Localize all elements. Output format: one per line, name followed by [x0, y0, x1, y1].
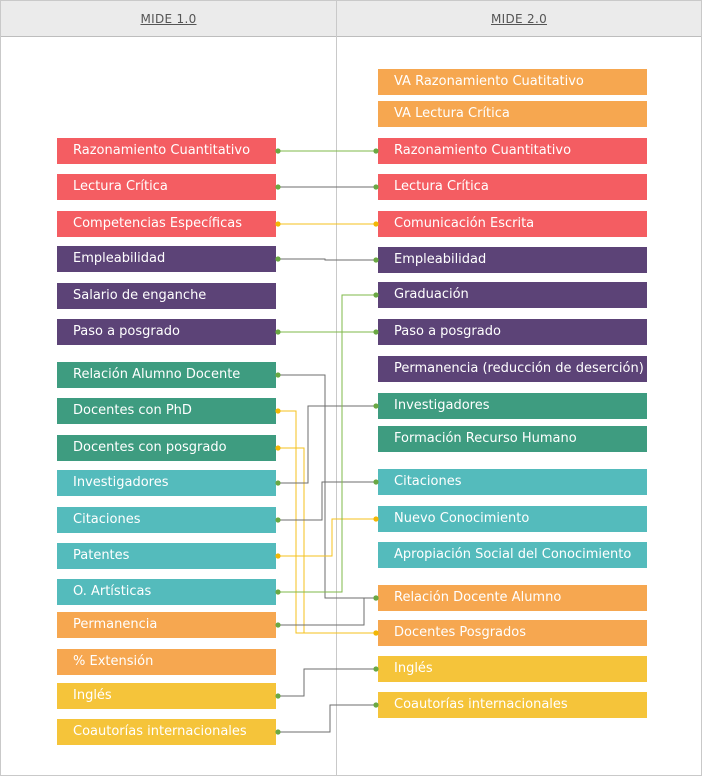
left-item: Lectura Crítica — [57, 174, 276, 200]
connector-node — [373, 403, 379, 409]
right-item: Inglés — [378, 656, 647, 682]
left-item: Docentes con PhD — [57, 398, 276, 424]
connector-line — [278, 518, 376, 557]
connector-node — [373, 666, 379, 672]
left-item: Coautorías internacionales — [57, 719, 276, 745]
connector-node — [275, 329, 281, 335]
right-item: Empleabilidad — [378, 247, 647, 273]
connector-node — [275, 553, 281, 559]
right-item: Comunicación Escrita — [378, 211, 647, 237]
connector-node — [275, 408, 281, 414]
right-item: Paso a posgrado — [378, 319, 647, 345]
connector-line — [278, 447, 376, 634]
right-item: Nuevo Conocimiento — [378, 506, 647, 532]
right-column-title: MIDE 2.0 — [490, 12, 547, 26]
connector-node — [373, 221, 379, 227]
connector-line — [278, 597, 376, 626]
right-item: Coautorías internacionales — [378, 692, 647, 718]
connector-node — [275, 480, 281, 486]
left-item: Salario de enganche — [57, 283, 276, 309]
connector-node — [373, 257, 379, 263]
left-item: O. Artísticas — [57, 579, 276, 605]
left-item: Docentes con posgrado — [57, 435, 276, 461]
right-item: Citaciones — [378, 469, 647, 495]
connector-node — [275, 184, 281, 190]
left-item: Investigadores — [57, 470, 276, 496]
connector-line — [278, 410, 376, 634]
connector-node — [373, 595, 379, 601]
left-item: Competencias Específicas — [57, 211, 276, 237]
left-item: Razonamiento Cuantitativo — [57, 138, 276, 164]
right-item: VA Lectura Crítica — [378, 101, 647, 127]
right-item: Investigadores — [378, 393, 647, 419]
left-item: Inglés — [57, 683, 276, 709]
left-item: Empleabilidad — [57, 246, 276, 272]
connector-line — [278, 294, 376, 593]
connector-node — [373, 630, 379, 636]
column-header-bar — [1, 1, 701, 37]
left-column-title: MIDE 1.0 — [140, 12, 197, 26]
connector-node — [275, 221, 281, 227]
left-item: Citaciones — [57, 507, 276, 533]
right-item: Formación Recurso Humano — [378, 426, 647, 452]
right-item: Graduación — [378, 282, 647, 308]
right-item: VA Razonamiento Cuatitativo — [378, 69, 647, 95]
connector-line — [278, 481, 376, 521]
connector-node — [275, 693, 281, 699]
connector-node — [275, 256, 281, 262]
right-item: Lectura Crítica — [378, 174, 647, 200]
connector-node — [275, 589, 281, 595]
connector-node — [275, 372, 281, 378]
connector-node — [373, 292, 379, 298]
right-item: Razonamiento Cuantitativo — [378, 138, 647, 164]
left-item: Patentes — [57, 543, 276, 569]
connector-node — [275, 445, 281, 451]
connector-node — [373, 184, 379, 190]
connector-node — [275, 517, 281, 523]
connector-line — [278, 405, 376, 484]
connector-line — [278, 668, 376, 697]
connector-node — [275, 148, 281, 154]
left-item: Paso a posgrado — [57, 319, 276, 345]
left-item: Relación Alumno Docente — [57, 362, 276, 388]
connector-node — [373, 702, 379, 708]
connector-node — [373, 148, 379, 154]
right-item: Permanencia (reducción de deserción) — [378, 356, 647, 382]
connector-node — [373, 479, 379, 485]
connector-node — [373, 516, 379, 522]
connector-node — [275, 622, 281, 628]
connector-line — [278, 374, 376, 599]
right-item: Relación Docente Alumno — [378, 585, 647, 611]
column-divider — [336, 1, 337, 775]
connector-line — [278, 704, 376, 733]
connector-node — [373, 329, 379, 335]
right-item: Apropiación Social del Conocimiento — [378, 542, 647, 568]
connector-node — [275, 729, 281, 735]
left-item: Permanencia — [57, 612, 276, 638]
left-item: % Extensión — [57, 649, 276, 675]
connector-line — [278, 258, 376, 261]
right-item: Docentes Posgrados — [378, 620, 647, 646]
